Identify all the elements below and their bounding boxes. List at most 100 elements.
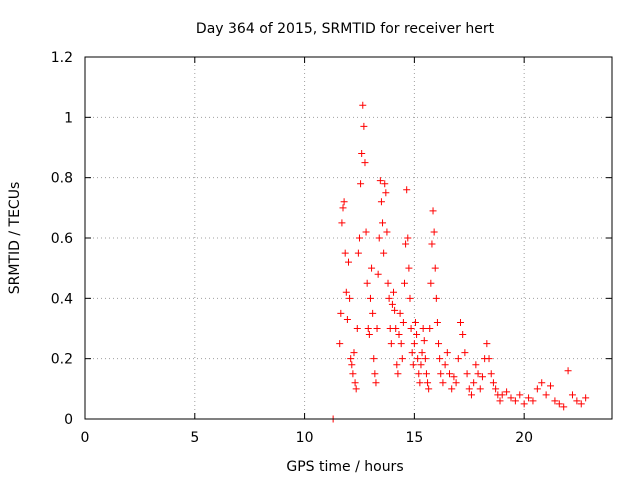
- data-point: [370, 355, 378, 363]
- y-tick-label: 0.4: [51, 291, 73, 307]
- data-point: [533, 385, 541, 393]
- data-point: [429, 207, 437, 215]
- data-point: [383, 228, 391, 236]
- data-point: [439, 379, 447, 387]
- data-point: [337, 309, 345, 317]
- data-point: [350, 349, 358, 357]
- data-point: [371, 370, 379, 378]
- data-point: [487, 370, 495, 378]
- data-point: [351, 379, 359, 387]
- data-point: [426, 325, 434, 332]
- data-point: [363, 279, 371, 287]
- data-point: [392, 325, 400, 332]
- data-point: [417, 361, 425, 369]
- data-point: [352, 385, 360, 393]
- axis-ticks: 0 5 10 15 20 0 0.2 0.4 0.6 0.8 1 1.2: [51, 50, 612, 446]
- data-point: [393, 361, 401, 369]
- data-point: [430, 228, 438, 236]
- x-tick-label: 15: [405, 430, 423, 446]
- data-point: [343, 315, 351, 323]
- data-point: [390, 288, 398, 296]
- data-point: [395, 331, 403, 339]
- data-point: [411, 318, 419, 326]
- data-point: [428, 240, 436, 248]
- data-point: [385, 294, 393, 302]
- data-point: [415, 370, 423, 378]
- data-point: [418, 349, 426, 357]
- data-point: [353, 325, 361, 332]
- data-point: [461, 349, 469, 357]
- data-point: [405, 264, 413, 272]
- data-point: [379, 219, 387, 227]
- data-point: [463, 370, 471, 378]
- data-point: [396, 309, 404, 317]
- data-point: [416, 379, 424, 387]
- data-point: [397, 340, 405, 348]
- data-point: [387, 340, 395, 348]
- data-point: [470, 379, 478, 387]
- y-tick-label: 0.8: [51, 171, 73, 187]
- data-point: [520, 400, 528, 408]
- chart-title: Day 364 of 2015, SRMTID for receiver her…: [196, 21, 495, 37]
- data-point: [354, 249, 362, 257]
- data-point: [400, 279, 408, 287]
- data-point: [498, 391, 506, 399]
- data-point: [374, 270, 382, 278]
- data-point: [336, 340, 344, 348]
- plot-frame: [84, 56, 613, 420]
- data-point: [408, 349, 416, 357]
- y-tick-label: 1: [64, 110, 73, 126]
- data-point: [467, 391, 475, 399]
- data-point: [496, 397, 504, 405]
- data-point: [373, 325, 381, 332]
- x-tick-label: 5: [190, 430, 199, 446]
- data-point: [432, 294, 440, 302]
- x-tick-label: 10: [296, 430, 314, 446]
- data-point: [369, 309, 377, 317]
- data-point: [577, 400, 585, 408]
- data-point: [489, 379, 497, 387]
- data-point: [503, 388, 511, 396]
- data-point: [349, 370, 357, 378]
- data-point: [465, 385, 473, 393]
- grid: [85, 57, 612, 419]
- data-point: [529, 397, 537, 405]
- data-point: [394, 370, 402, 378]
- data-point: [339, 204, 347, 212]
- data-point: [472, 361, 480, 369]
- data-point: [410, 340, 418, 348]
- data-point: [355, 234, 363, 242]
- data-point: [398, 355, 406, 363]
- data-point: [360, 122, 368, 130]
- data-point: [409, 361, 417, 369]
- data-point: [376, 177, 384, 185]
- data-point: [346, 294, 354, 302]
- data-point: [338, 219, 346, 227]
- data-point: [492, 385, 500, 393]
- data-point: [441, 361, 449, 369]
- data-point: [452, 379, 460, 387]
- data-point: [551, 397, 559, 405]
- data-point: [399, 318, 407, 326]
- x-tick-label: 20: [515, 430, 533, 446]
- data-point: [358, 150, 366, 158]
- data-point: [437, 370, 445, 378]
- data-point: [450, 373, 458, 381]
- data-point: [476, 385, 484, 393]
- data-point: [448, 385, 456, 393]
- data-point: [456, 318, 464, 326]
- data-point: [446, 370, 454, 378]
- data-point: [560, 403, 568, 411]
- data-point: [388, 300, 396, 308]
- data-point: [361, 159, 369, 167]
- y-tick-label: 1.2: [51, 50, 73, 66]
- data-point: [340, 198, 348, 206]
- y-tick-label: 0.2: [51, 352, 73, 368]
- data-point: [459, 331, 467, 339]
- data-point: [485, 355, 493, 363]
- y-tick-label: 0: [64, 412, 73, 428]
- data-point: [538, 379, 546, 387]
- data-point: [564, 367, 572, 375]
- data-point: [424, 379, 432, 387]
